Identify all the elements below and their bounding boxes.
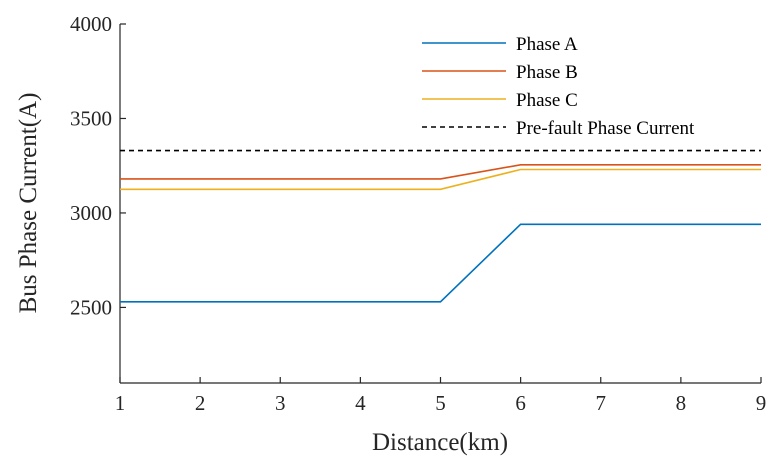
series-line-phase-c xyxy=(120,168,761,191)
legend: Phase A Phase B Phase C Pre-fault Phase Cur… xyxy=(422,34,695,139)
series-line-phase-a xyxy=(120,223,761,303)
x-tick-label: 2 xyxy=(195,391,206,415)
legend-label-phase-b: Phase B xyxy=(516,62,578,83)
y-tick-label: 3000 xyxy=(70,201,112,225)
x-tick-label: 3 xyxy=(275,391,286,415)
x-tick-label: 9 xyxy=(756,391,767,415)
x-tick-label: 7 xyxy=(596,391,607,415)
y-tick-label: 2500 xyxy=(70,295,112,319)
x-tick-label: 5 xyxy=(435,391,446,415)
x-tick-label: 4 xyxy=(355,391,366,415)
x-tick-label: 8 xyxy=(676,391,687,415)
x-axis-title: Distance(km) xyxy=(372,429,508,456)
series-layer xyxy=(120,149,761,303)
legend-label-phase-a: Phase A xyxy=(516,34,578,55)
y-tick-label: 3500 xyxy=(70,106,112,130)
x-tick-label: 6 xyxy=(515,391,526,415)
legend-label-pre-fault-phase-current: Pre-fault Phase Current xyxy=(516,118,695,139)
series-line-phase-b xyxy=(120,164,761,180)
x-tick-label: 1 xyxy=(115,391,126,415)
axes: 1 2 3 4 5 6 7 8 9 2500 3000 3500 4000 xyxy=(70,12,766,415)
legend-label-phase-c: Phase C xyxy=(516,90,578,111)
y-tick-label: 4000 xyxy=(70,12,112,36)
y-axis-title: Bus Phase Current(A) xyxy=(15,93,42,314)
